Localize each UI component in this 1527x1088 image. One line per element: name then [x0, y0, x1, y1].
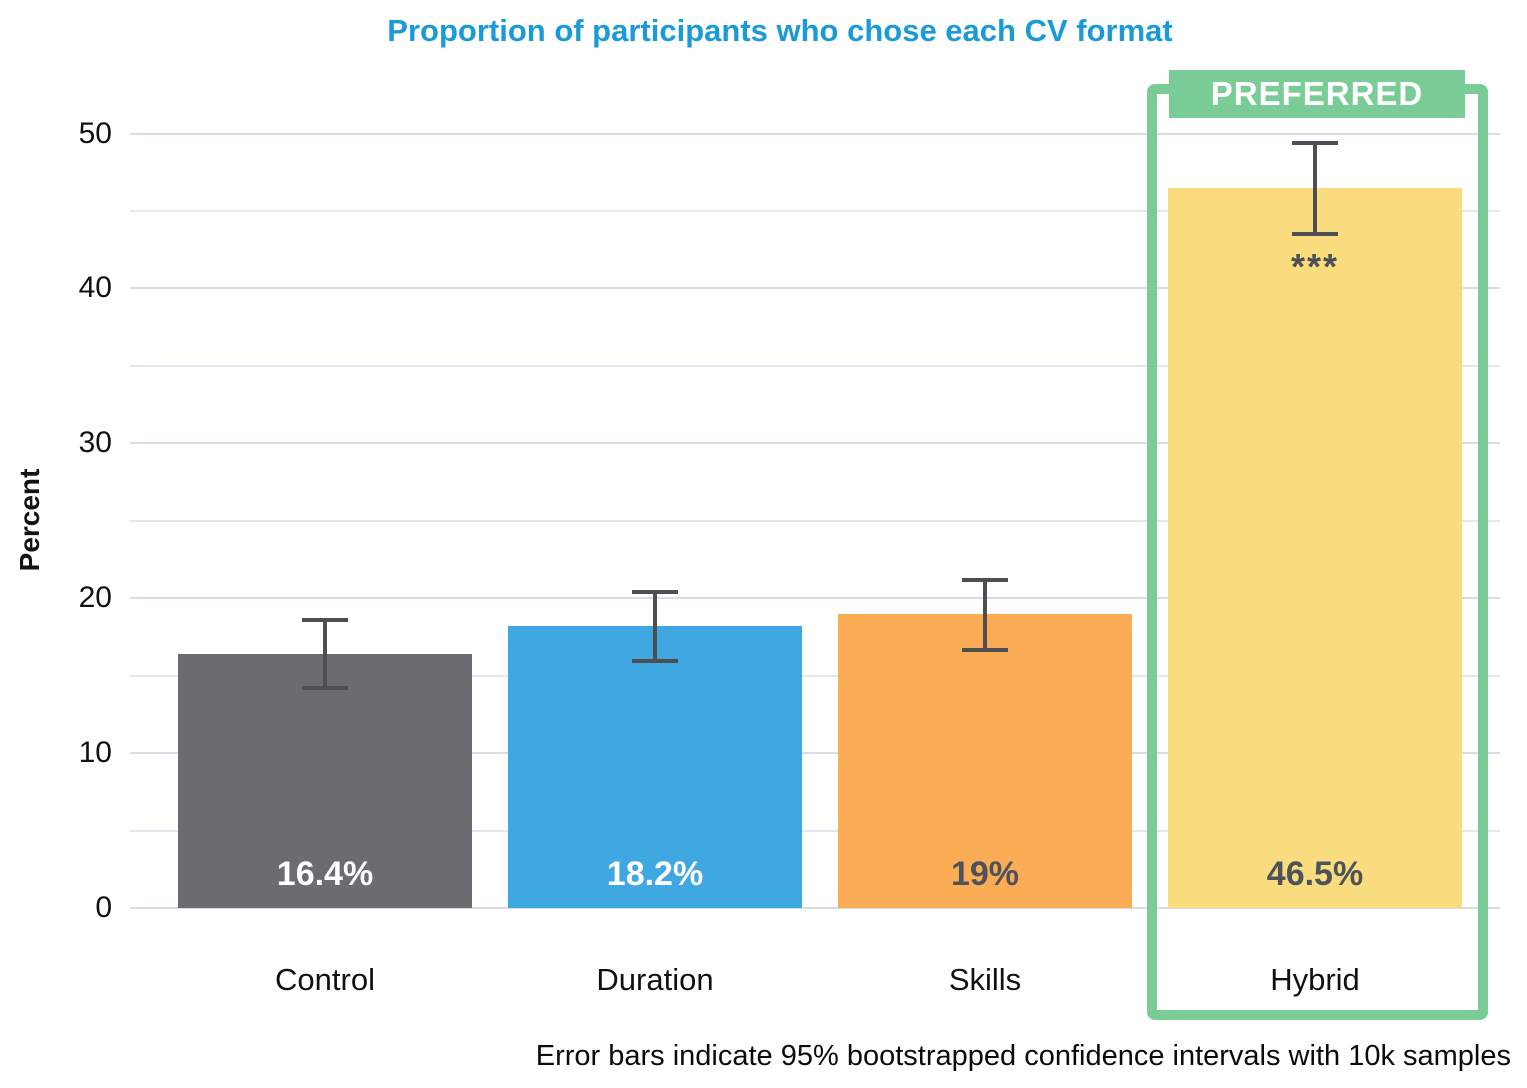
gridline-35 [130, 364, 1500, 367]
y-tick-label-40: 40 [78, 271, 112, 305]
bar-value-label: 19% [950, 855, 1020, 893]
error-bar-hybrid [1292, 141, 1338, 236]
gridline-10 [130, 752, 1500, 755]
bar-value-label: 46.5% [1266, 855, 1364, 893]
error-bar-control [302, 618, 348, 690]
error-bar-cap-bottom [962, 648, 1008, 653]
bar-control [178, 653, 472, 908]
error-bar-line [983, 578, 987, 653]
error-bar-cap-top [302, 618, 348, 623]
error-bar-cap-bottom [302, 685, 348, 690]
gridline-0 [130, 907, 1500, 909]
y-tick-label-10: 10 [78, 736, 112, 770]
error-bar-cap-top [1292, 141, 1338, 146]
y-tick-label-20: 20 [78, 581, 112, 615]
x-tick-label-control: Control [275, 962, 375, 997]
y-tick-label-30: 30 [78, 426, 112, 460]
error-bar-cap-top [632, 590, 678, 595]
x-tick-label-skills: Skills [948, 962, 1022, 997]
preferred-badge: PREFERRED [1169, 70, 1465, 118]
y-tick-label-0: 0 [95, 891, 112, 924]
bar-value-label: 18.2% [606, 855, 704, 893]
significance-stars: *** [1290, 246, 1340, 287]
gridline-20 [130, 597, 1500, 600]
error-bar-line [653, 590, 657, 664]
chart-title: Proportion of participants who chose eac… [387, 13, 1173, 48]
footnote: Error bars indicate 95% bootstrapped con… [535, 1040, 1511, 1072]
error-bar-skills [962, 578, 1008, 653]
error-bar-line [1313, 141, 1317, 236]
gridline-25 [130, 519, 1500, 522]
error-bar-duration [632, 590, 678, 664]
x-tick-label-hybrid: Hybrid [1270, 962, 1360, 997]
bar-value-label: 16.4% [276, 855, 374, 893]
error-bar-cap-bottom [632, 659, 678, 664]
error-bar-cap-top [962, 578, 1008, 583]
error-bar-line [323, 618, 327, 690]
x-tick-label-duration: Duration [596, 962, 714, 997]
bar-hybrid [1168, 187, 1462, 908]
y-axis-title: Percent [14, 468, 45, 572]
gridline-30 [130, 442, 1500, 445]
gridline-15 [130, 674, 1500, 677]
error-bar-cap-bottom [1292, 231, 1338, 236]
gridline-40 [130, 287, 1500, 290]
y-tick-label-50: 50 [78, 116, 112, 150]
gridline-45 [130, 209, 1500, 212]
bar-duration [508, 626, 802, 908]
gridline-5 [130, 829, 1500, 832]
bar-skills [838, 613, 1132, 908]
gridline-50 [130, 132, 1500, 135]
